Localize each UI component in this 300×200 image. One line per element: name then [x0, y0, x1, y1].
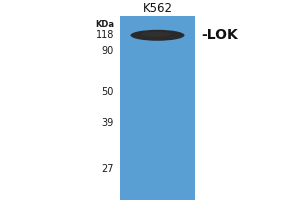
- Bar: [120, 16, 195, 200]
- Text: 50: 50: [102, 87, 114, 97]
- Ellipse shape: [141, 32, 171, 37]
- Text: K562: K562: [142, 2, 172, 15]
- Text: -LOK: -LOK: [201, 28, 238, 42]
- Text: KDa: KDa: [95, 20, 114, 29]
- Text: 39: 39: [102, 118, 114, 128]
- Text: 90: 90: [102, 46, 114, 56]
- Ellipse shape: [130, 30, 184, 41]
- Text: 118: 118: [96, 30, 114, 40]
- Text: 27: 27: [101, 164, 114, 174]
